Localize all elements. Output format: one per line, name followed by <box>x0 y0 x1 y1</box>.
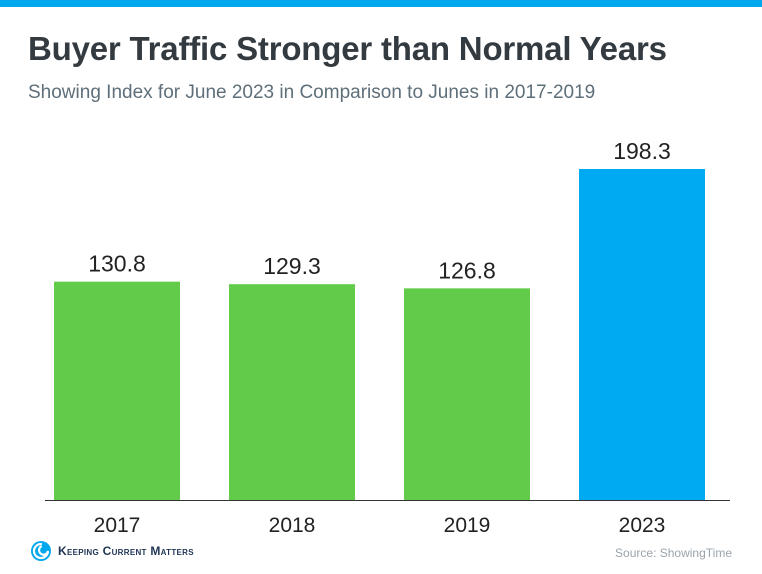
data-label-2019: 126.8 <box>438 257 496 283</box>
bar-2023 <box>579 169 705 500</box>
x-tick-2019: 2019 <box>444 514 491 537</box>
bar-2019 <box>404 288 530 500</box>
bar-2017 <box>54 281 180 500</box>
x-tick-2018: 2018 <box>269 514 316 537</box>
kcm-logo-text: Keeping Current Matters <box>58 544 194 558</box>
kcm-logo: Keeping Current Matters <box>30 540 194 562</box>
x-tick-2017: 2017 <box>94 514 141 537</box>
data-label-2018: 129.3 <box>263 253 321 279</box>
x-tick-labels: 2017 2018 2019 2023 <box>94 514 666 537</box>
chart-title: Buyer Traffic Stronger than Normal Years <box>28 30 667 67</box>
top-accent-bar <box>0 0 762 7</box>
bar-2018 <box>229 284 355 500</box>
x-tick-2023: 2023 <box>619 514 666 537</box>
source-note: Source: ShowingTime <box>615 546 732 560</box>
data-label-2017: 130.8 <box>88 251 146 277</box>
bars-group: 130.8 129.3 126.8 198.3 <box>54 138 705 500</box>
kcm-swirl-icon <box>31 541 51 561</box>
chart-subtitle: Showing Index for June 2023 in Compariso… <box>28 82 596 103</box>
data-label-2023: 198.3 <box>613 138 671 164</box>
